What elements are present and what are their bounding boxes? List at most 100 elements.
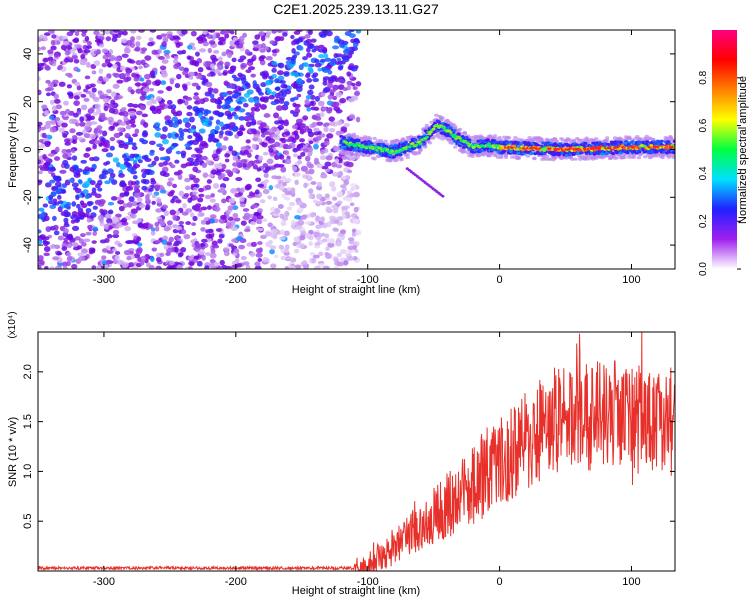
heatmap-cell xyxy=(157,35,163,40)
heatmap-cell xyxy=(316,163,323,169)
heatmap-cell xyxy=(59,110,67,116)
heatmap-cell xyxy=(52,175,58,180)
heatmap-cell xyxy=(83,88,88,93)
heatmap-cell xyxy=(339,229,347,234)
heatmap-cell xyxy=(372,136,377,140)
heatmap-cell xyxy=(141,47,148,52)
heatmap-cell xyxy=(144,168,151,175)
heatmap-cell xyxy=(71,263,78,269)
heatmap-cell xyxy=(255,247,262,254)
heatmap-cell xyxy=(306,175,312,180)
heatmap-cell xyxy=(195,248,200,253)
heatmap-cell xyxy=(222,123,230,130)
heatmap-cell xyxy=(251,143,257,150)
heatmap-cell xyxy=(40,46,46,51)
heatmap-cell xyxy=(109,54,116,61)
heatmap-cell xyxy=(227,107,235,112)
heatmap-cell xyxy=(157,90,164,94)
heatmap-cell xyxy=(38,143,45,149)
heatmap-cell xyxy=(140,178,147,184)
heatmap-cell xyxy=(327,69,333,75)
heatmap-cell xyxy=(42,203,49,208)
heatmap-cell xyxy=(337,39,345,45)
heatmap-cell xyxy=(314,116,322,121)
heatmap-cell xyxy=(103,30,111,35)
heatmap-cell xyxy=(105,36,112,42)
heatmap-cell xyxy=(312,78,320,83)
heatmap-cell xyxy=(101,255,107,260)
heatmap-cell xyxy=(314,242,321,246)
heatmap-cell xyxy=(279,236,286,241)
heatmap-cell xyxy=(58,64,63,70)
heatmap-cell xyxy=(354,185,360,191)
heatmap-cell xyxy=(43,246,51,253)
heatmap-cell xyxy=(636,156,642,160)
heatmap-cell xyxy=(166,241,173,246)
heatmap-cell xyxy=(351,232,357,237)
heatmap-cell xyxy=(372,157,377,161)
heatmap-cell xyxy=(279,36,285,42)
heatmap-cell xyxy=(120,72,125,79)
heatmap-cell xyxy=(50,191,57,197)
heatmap-cell xyxy=(413,138,418,142)
heatmap-cell xyxy=(211,169,217,175)
heatmap-cell xyxy=(122,110,129,117)
heatmap-cell xyxy=(78,255,85,262)
heatmap-cell xyxy=(80,159,87,164)
heatmap-cell xyxy=(219,186,226,193)
heatmap-cell xyxy=(149,256,155,262)
heatmap-cell xyxy=(78,179,83,185)
heatmap-cell xyxy=(168,260,175,266)
heatmap-cell xyxy=(147,41,154,47)
heatmap-cell xyxy=(259,48,266,53)
heatmap-cell xyxy=(101,116,108,121)
heatmap-cell xyxy=(144,206,151,211)
heatmap-cell xyxy=(296,93,302,98)
heatmap-cell xyxy=(202,30,208,35)
chart-title: C2E1.2025.239.13.11.G27 xyxy=(273,1,439,17)
heatmap-cell xyxy=(160,133,167,140)
heatmap-cell xyxy=(90,115,95,121)
heatmap-cell xyxy=(199,140,208,147)
heatmap-cell xyxy=(284,191,292,196)
heatmap-cell xyxy=(273,254,279,259)
heatmap-cell xyxy=(193,255,200,260)
heatmap-cell xyxy=(135,110,143,116)
heatmap-cell xyxy=(45,241,51,245)
heatmap-cell xyxy=(255,252,263,258)
heatmap-cell xyxy=(284,210,290,217)
heatmap-cell xyxy=(239,187,245,194)
heatmap-cell xyxy=(242,261,250,266)
heatmap-cell xyxy=(62,159,69,166)
heatmap-cell xyxy=(99,112,106,117)
heatmap-cell xyxy=(207,228,214,234)
heatmap-cell xyxy=(181,49,187,55)
heatmap-cell xyxy=(327,82,334,89)
heatmap-cell xyxy=(252,47,260,52)
heatmap-cell xyxy=(118,205,125,212)
heatmap-cell xyxy=(71,182,79,188)
heatmap-cell xyxy=(191,46,197,51)
heatmap-cell xyxy=(192,195,199,201)
heatmap-cell xyxy=(630,140,635,144)
heatmap-cell xyxy=(223,136,229,141)
heatmap-cell xyxy=(302,115,309,121)
heatmap-cell xyxy=(49,120,56,125)
heatmap-cell xyxy=(139,259,145,266)
heatmap-cell xyxy=(140,91,147,96)
heatmap-cell xyxy=(442,126,447,129)
heatmap-cell xyxy=(51,215,57,222)
heatmap-cell xyxy=(316,181,323,188)
heatmap-cell xyxy=(227,69,235,74)
heatmap-cell xyxy=(84,166,90,172)
heatmap-cell xyxy=(83,133,91,139)
heatmap-cell xyxy=(74,81,81,87)
heatmap-cell xyxy=(331,45,340,50)
heatmap-cell xyxy=(263,96,270,101)
heatmap-cell xyxy=(224,158,230,163)
heatmap-cell xyxy=(256,208,264,213)
heatmap-cell xyxy=(234,40,240,46)
heatmap-cell xyxy=(185,96,193,101)
heatmap-cell xyxy=(74,188,82,194)
heatmap-cell xyxy=(209,218,215,224)
